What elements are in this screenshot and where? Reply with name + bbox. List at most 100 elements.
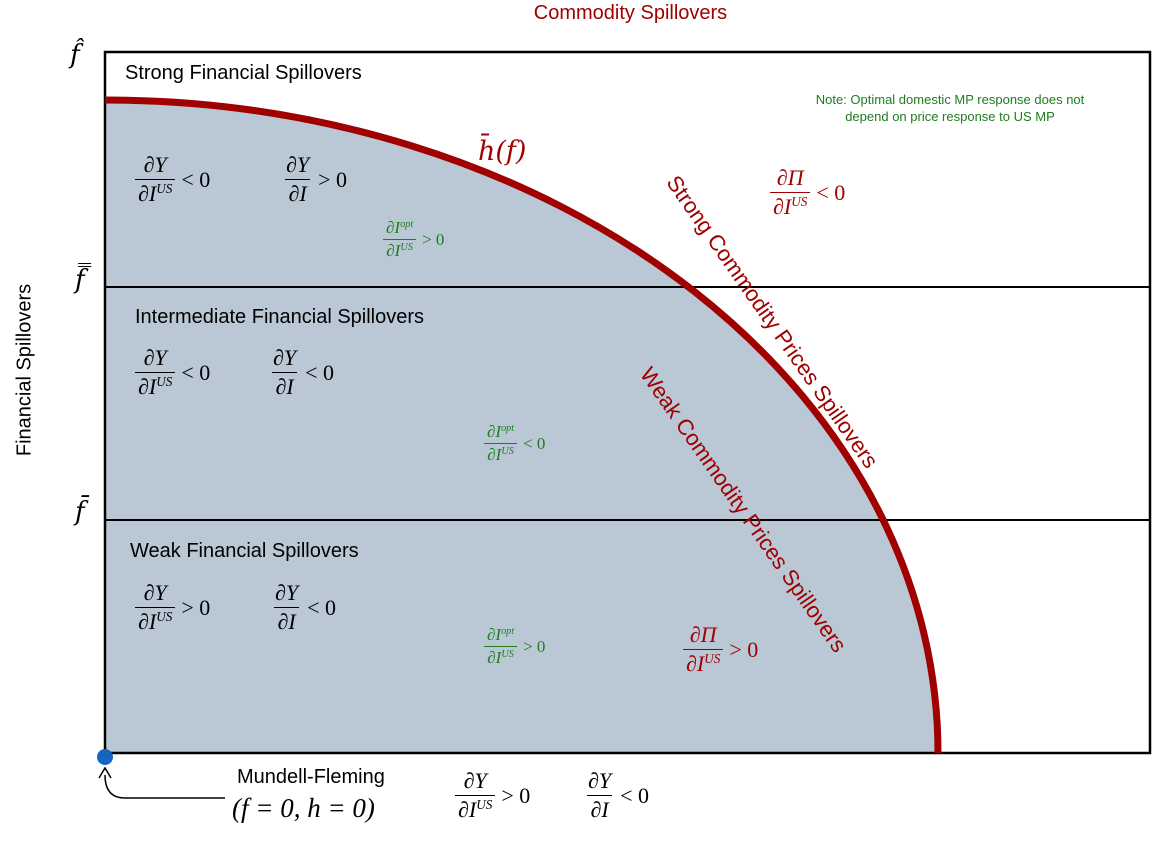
fraction: ∂Y ∂I < 0 bbox=[270, 345, 334, 400]
level-symbol: f̂ bbox=[70, 40, 80, 70]
denominator: ∂IUS bbox=[135, 179, 176, 207]
numerator: ∂Y bbox=[270, 345, 299, 372]
numerator: ∂Π bbox=[774, 165, 807, 192]
fraction-body: ∂Iopt ∂IUS bbox=[383, 218, 416, 261]
denominator-superscript: US bbox=[156, 374, 173, 390]
denominator-superscript: US bbox=[704, 651, 721, 667]
numerator-text: ∂Y bbox=[143, 152, 167, 177]
denominator-text: ∂I bbox=[288, 181, 307, 206]
relation: > 0 bbox=[422, 229, 445, 249]
note-line: depend on price response to US MP bbox=[845, 109, 1055, 124]
denominator-text: ∂I bbox=[138, 181, 157, 206]
denominator-text: ∂I bbox=[487, 445, 502, 464]
numerator: ∂Iopt bbox=[383, 218, 416, 239]
fraction-body: ∂Y ∂IUS bbox=[135, 152, 176, 207]
numerator-superscript: opt bbox=[501, 422, 515, 434]
numerator: ∂Y bbox=[283, 152, 312, 179]
commodity-curve bbox=[104, 96, 942, 754]
relation: < 0 bbox=[181, 359, 211, 385]
origin-dot bbox=[97, 749, 113, 765]
origin-coords: (f = 0, h = 0) bbox=[232, 793, 375, 823]
denominator: ∂I bbox=[587, 795, 612, 823]
numerator-text: ∂Y bbox=[273, 345, 297, 370]
fraction: ∂Y ∂IUS > 0 bbox=[135, 580, 210, 635]
numerator-superscript: opt bbox=[400, 218, 414, 230]
denominator-text: ∂I bbox=[458, 797, 477, 822]
denominator-text: ∂I bbox=[773, 194, 792, 219]
frame bbox=[103, 50, 1152, 755]
level-symbol: f̄ bbox=[75, 497, 85, 527]
fraction-body: ∂Y ∂IUS bbox=[455, 768, 496, 823]
numerator: ∂Y bbox=[585, 768, 614, 795]
numerator-text: ∂I bbox=[487, 625, 502, 644]
relation: > 0 bbox=[501, 782, 531, 808]
relation: < 0 bbox=[181, 166, 211, 192]
fraction: ∂Y ∂IUS > 0 bbox=[455, 768, 530, 823]
relation: < 0 bbox=[620, 782, 650, 808]
region-label: Strong Financial Spillovers bbox=[125, 62, 362, 84]
denominator-text: ∂I bbox=[487, 648, 502, 667]
fraction-body: ∂Y ∂I bbox=[272, 580, 301, 635]
numerator: ∂Y bbox=[141, 580, 170, 607]
fraction: ∂Y ∂I > 0 bbox=[283, 152, 347, 207]
denominator-superscript: US bbox=[156, 609, 173, 625]
fraction: ∂Y ∂IUS < 0 bbox=[135, 345, 210, 400]
denominator-superscript: US bbox=[156, 181, 173, 197]
fraction-body: ∂Y ∂IUS bbox=[135, 580, 176, 635]
numerator-text: ∂Y bbox=[275, 580, 299, 605]
denominator-text: ∂I bbox=[386, 241, 401, 260]
denominator: ∂I bbox=[272, 372, 297, 400]
denominator: ∂IUS bbox=[135, 607, 176, 635]
fraction-body: ∂Y ∂I bbox=[283, 152, 312, 207]
denominator-text: ∂I bbox=[590, 797, 609, 822]
relation: < 0 bbox=[816, 179, 846, 205]
denominator-text: ∂I bbox=[686, 651, 705, 676]
fraction: ∂Iopt ∂IUS > 0 bbox=[484, 625, 545, 668]
numerator-text: ∂Y bbox=[588, 768, 612, 793]
region-label: Intermediate Financial Spillovers bbox=[135, 306, 425, 328]
numerator: ∂Iopt bbox=[484, 625, 517, 646]
denominator: ∂IUS bbox=[455, 795, 496, 823]
numerator-text: ∂Y bbox=[286, 152, 310, 177]
denominator: ∂I bbox=[274, 607, 299, 635]
fraction-body: ∂Y ∂I bbox=[270, 345, 299, 400]
denominator: ∂IUS bbox=[135, 372, 176, 400]
fraction: ∂I opt ∂IUS < 0 bbox=[484, 422, 545, 465]
title: Commodity Spillovers bbox=[533, 2, 728, 24]
numerator: ∂Y bbox=[272, 580, 301, 607]
denominator: ∂I bbox=[285, 179, 310, 207]
denominator-superscript: US bbox=[501, 445, 514, 457]
fraction-body: ∂Iopt ∂IUS bbox=[484, 625, 517, 668]
fraction: ∂Π ∂IUS > 0 bbox=[683, 622, 758, 677]
denominator-superscript: US bbox=[501, 648, 514, 660]
relation: > 0 bbox=[729, 636, 759, 662]
denominator-text: ∂I bbox=[275, 374, 294, 399]
relation: > 0 bbox=[318, 166, 348, 192]
region-label: Weak Financial Spillovers bbox=[130, 540, 359, 562]
denominator-superscript: US bbox=[476, 797, 493, 813]
denominator: ∂IUS bbox=[383, 239, 416, 261]
curve-label: h̄(f) bbox=[478, 136, 527, 167]
relation: < 0 bbox=[307, 594, 337, 620]
denominator: ∂IUS bbox=[484, 443, 517, 465]
relation: < 0 bbox=[523, 433, 546, 453]
numerator: ∂Y bbox=[461, 768, 490, 795]
relation: > 0 bbox=[523, 636, 546, 656]
numerator-text: ∂Y bbox=[143, 580, 167, 605]
numerator-superscript: opt bbox=[501, 625, 515, 637]
shaded-region bbox=[105, 100, 938, 753]
fraction-body: ∂Π ∂IUS bbox=[683, 622, 724, 677]
fraction-body: ∂I opt ∂IUS bbox=[484, 422, 517, 465]
fraction-body: ∂Π ∂IUS bbox=[770, 165, 811, 220]
numerator-text: ∂Π bbox=[776, 165, 804, 190]
level-symbol: f̿ bbox=[75, 265, 85, 295]
relation: < 0 bbox=[305, 359, 335, 385]
denominator-text: ∂I bbox=[138, 374, 157, 399]
denominator-superscript: US bbox=[791, 194, 808, 210]
fraction: ∂Y ∂I < 0 bbox=[585, 768, 649, 823]
fraction: ∂Iopt ∂IUS > 0 bbox=[383, 218, 444, 261]
origin-arrow bbox=[104, 774, 225, 799]
note: Note: Optimal domestic MP response does … bbox=[750, 91, 1150, 125]
numerator: ∂Y bbox=[141, 345, 170, 372]
